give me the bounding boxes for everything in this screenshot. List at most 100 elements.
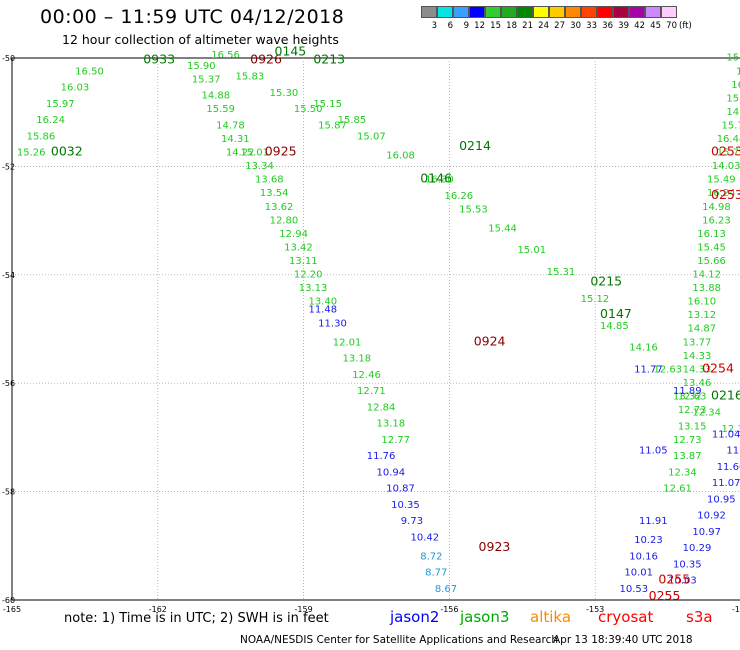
swh-point: 15.44 xyxy=(488,223,517,234)
x-tick-label: -153 xyxy=(586,605,604,614)
swh-point: 16.26 xyxy=(445,191,474,202)
swh-point: 11.07 xyxy=(712,478,740,489)
swh-point: 15.50 xyxy=(294,104,323,115)
colorbar-swatch xyxy=(453,6,469,18)
swh-point: 13.13 xyxy=(299,283,328,294)
swh-point: 15.66 xyxy=(697,256,726,267)
swh-point: 15.86 xyxy=(27,131,56,142)
swh-point: 11.89 xyxy=(673,386,702,397)
swh-point: 16.56 xyxy=(211,50,240,61)
colorbar-swatch xyxy=(501,6,517,18)
footer-note: note: 1) Time is in UTC; 2) SWH is in fe… xyxy=(64,611,329,626)
swh-point: 14.78 xyxy=(216,120,245,131)
pass-time-label: 0213 xyxy=(313,51,345,66)
swh-point: 13.68 xyxy=(255,175,284,186)
pass-time-label: 0933 xyxy=(143,51,175,66)
pass-time-label: 0254 xyxy=(702,360,734,375)
pass-time-label: 0923 xyxy=(479,539,511,554)
pass-time-label: 0926 xyxy=(250,51,282,66)
swh-point: 14.03 xyxy=(712,161,740,172)
swh-point: 12.34 xyxy=(668,467,697,478)
swh-point: 16.50 xyxy=(75,66,104,77)
swh-point: 13.62 xyxy=(265,202,294,213)
pass-time-label: 0214 xyxy=(459,138,491,153)
swh-point: 11.79 xyxy=(726,446,740,457)
colorbar-swatch xyxy=(645,6,661,18)
swh-point: 11.05 xyxy=(639,446,668,457)
swh-point: 10.95 xyxy=(707,494,736,505)
colorbar-label: 39 xyxy=(618,21,629,31)
swh-point: 12.01 xyxy=(333,337,362,348)
swh-point: 10.01 xyxy=(624,568,653,579)
pass-time-label: 0032 xyxy=(51,144,83,159)
colorbar-unit: (ft) xyxy=(679,21,692,31)
x-tick-label: -165 xyxy=(3,605,21,614)
swh-point: 15.26 xyxy=(17,148,46,159)
colorbar-labels: 3 6 9 12 15 18 21 24 27 30 33 36 39 42 45 70 (ft) xyxy=(421,21,692,31)
swh-point: 15.12 xyxy=(581,294,610,305)
colorbar-label: 3 xyxy=(431,21,437,31)
swh-point: 15.51 xyxy=(726,93,740,104)
swh-point: 15.31 xyxy=(547,267,576,278)
timestamp-text: Apr 13 18:39:40 UTC 2018 xyxy=(553,634,693,646)
colorbar-label: 6 xyxy=(447,21,453,31)
colorbar-swatch xyxy=(597,6,613,18)
swh-point: 12.73 xyxy=(673,435,702,446)
swh-point: 12.94 xyxy=(279,229,308,240)
swh-point: 14.31 xyxy=(221,134,250,145)
swh-point: 15.30 xyxy=(270,88,299,99)
y-tick-label: -60 xyxy=(2,596,15,605)
colorbar-swatch xyxy=(517,6,533,18)
satellite-legend-item: cryosat xyxy=(598,608,654,626)
swh-point: 10.35 xyxy=(673,559,702,570)
colorbar-swatch xyxy=(565,6,581,18)
swh-point: 14.33 xyxy=(683,351,712,362)
swh-point: 13.18 xyxy=(377,419,406,430)
swh-point: 13.18 xyxy=(342,354,371,365)
swh-point: 12.20 xyxy=(294,270,323,281)
swh-point: 14.33 xyxy=(683,364,712,375)
colorbar-swatch xyxy=(549,6,565,18)
pass-time-label: 0925 xyxy=(265,144,297,159)
credit-text: NOAA/NESDIS Center for Satellite Applica… xyxy=(240,634,558,646)
swh-point: 13.46 xyxy=(683,378,712,389)
swh-point: 8.72 xyxy=(420,551,442,562)
swh-point: 13.12 xyxy=(688,310,717,321)
y-tick-label: -52 xyxy=(2,162,15,171)
swh-point: 16.13 xyxy=(697,229,726,240)
swh-point: 16.30 xyxy=(425,175,454,186)
swh-point: 8.77 xyxy=(425,568,447,579)
y-tick-label: -56 xyxy=(2,379,15,388)
swh-point: 15.15 xyxy=(313,99,342,110)
swh-point: 15.01 xyxy=(517,245,546,256)
colorbar-label: 27 xyxy=(554,21,565,31)
swh-point: 10.92 xyxy=(697,511,726,522)
pass-time-label: 0146 xyxy=(420,171,452,186)
swh-point: 15.01 xyxy=(240,148,269,159)
swh-point: 10.29 xyxy=(683,543,712,554)
pass-time-label: 0924 xyxy=(474,333,506,348)
colorbar-label: 70 xyxy=(666,21,677,31)
swh-point: 13.77 xyxy=(683,337,712,348)
swh-point: 15.45 xyxy=(697,242,726,253)
colorbar-label: 30 xyxy=(570,21,581,31)
colorbar-swatch xyxy=(469,6,485,18)
pass-time-label: 0253 xyxy=(711,187,740,202)
swh-point: 10.87 xyxy=(386,484,415,495)
satellite-legend-item: s3a xyxy=(686,608,713,626)
colorbar-label: 21 xyxy=(522,21,533,31)
swh-point: 12.63 xyxy=(654,364,683,375)
swh-point: 15.49 xyxy=(707,175,736,186)
swh-point: 15.59 xyxy=(206,104,235,115)
colorbar-label: 18 xyxy=(506,21,517,31)
y-tick-label: -58 xyxy=(2,488,15,497)
swh-point: 10.97 xyxy=(692,527,721,538)
colorbar-swatches xyxy=(421,6,692,18)
pass-time-label: 0147 xyxy=(600,306,632,321)
swh-point: 15.73 xyxy=(722,120,740,131)
swh-point: 12.46 xyxy=(352,370,381,381)
pass-time-label: 0253 xyxy=(711,144,740,159)
colorbar-label: 42 xyxy=(634,21,645,31)
